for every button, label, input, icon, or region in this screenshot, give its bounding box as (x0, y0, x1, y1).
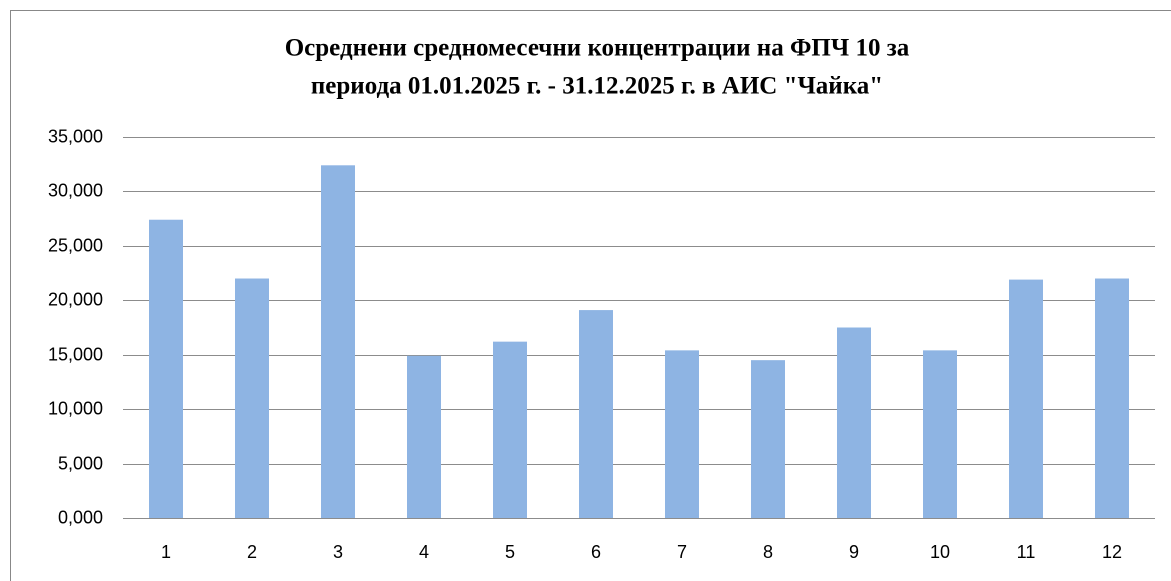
y-tick-label: 10,000 (48, 398, 103, 418)
chart-title: Осреднени средномесечни концентрации на … (285, 35, 910, 62)
bar (493, 341, 527, 518)
x-tick-label: 3 (333, 542, 343, 562)
y-tick-label: 0,000 (58, 507, 103, 527)
x-tick-label: 5 (505, 542, 515, 562)
bar (665, 350, 699, 518)
y-tick-label: 20,000 (48, 289, 103, 309)
x-tick-label: 7 (677, 542, 687, 562)
bar (751, 360, 785, 518)
y-tick-label: 15,000 (48, 344, 103, 364)
x-tick-label: 10 (930, 542, 950, 562)
bar (235, 278, 269, 518)
chart-title: периода 01.01.2025 г. - 31.12.2025 г. в … (311, 73, 883, 100)
x-tick-label: 12 (1102, 542, 1122, 562)
y-tick-label: 25,000 (48, 235, 103, 255)
bar (149, 219, 183, 518)
x-tick-label: 4 (419, 542, 429, 562)
x-tick-label: 2 (247, 542, 257, 562)
x-tick-label: 9 (849, 542, 859, 562)
x-tick-label: 1 (161, 542, 171, 562)
bar (407, 355, 441, 518)
bar (1009, 279, 1043, 518)
bar (321, 165, 355, 518)
y-tick-label: 35,000 (48, 126, 103, 146)
x-tick-label: 11 (1017, 542, 1036, 562)
bar (1095, 278, 1129, 518)
x-tick-label: 6 (591, 542, 601, 562)
y-tick-label: 30,000 (48, 180, 103, 200)
bar (923, 350, 957, 518)
bar (579, 310, 613, 518)
y-tick-label: 5,000 (58, 453, 103, 473)
bar (837, 327, 871, 518)
x-tick-label: 8 (763, 542, 773, 562)
